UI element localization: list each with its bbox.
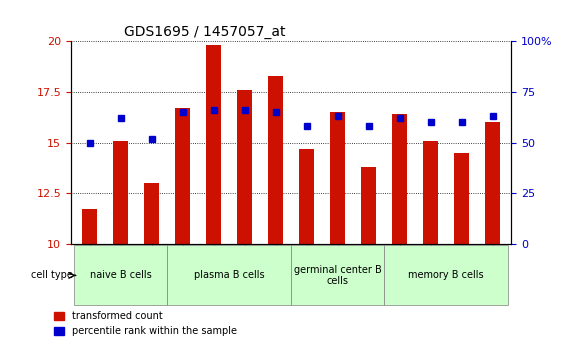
Text: GDS1695 / 1457057_at: GDS1695 / 1457057_at (124, 25, 285, 39)
Bar (423, 140, 438, 244)
FancyBboxPatch shape (74, 245, 167, 305)
Text: cell type: cell type (31, 270, 73, 280)
Bar (268, 76, 283, 244)
Bar (454, 153, 469, 244)
Legend: transformed count, percentile rank within the sample: transformed count, percentile rank withi… (51, 307, 241, 340)
Text: naive B cells: naive B cells (90, 270, 152, 280)
FancyBboxPatch shape (291, 245, 384, 305)
Text: plasma B cells: plasma B cells (194, 270, 265, 280)
Bar (237, 90, 252, 244)
Bar (485, 122, 500, 244)
Bar (144, 183, 160, 244)
Bar (361, 167, 377, 244)
Bar (82, 209, 97, 244)
Bar (175, 108, 190, 244)
Bar (113, 140, 128, 244)
Bar (206, 46, 222, 244)
Text: memory B cells: memory B cells (408, 270, 484, 280)
Bar (330, 112, 345, 244)
Bar (392, 114, 407, 244)
FancyBboxPatch shape (384, 245, 508, 305)
Bar (299, 149, 314, 244)
FancyBboxPatch shape (167, 245, 291, 305)
Text: germinal center B
cells: germinal center B cells (294, 265, 382, 286)
